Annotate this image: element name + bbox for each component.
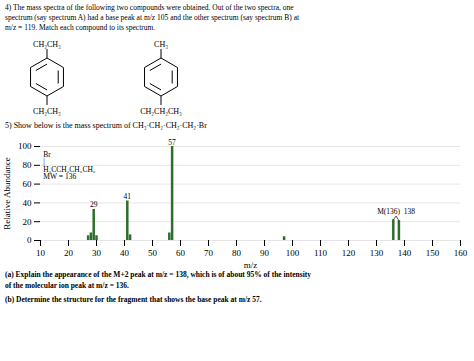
html-text:(a) Explain the appearance of: (a) Explain the appearance of the M+2 pe…: [5, 270, 311, 290]
svg-text:100: 100: [286, 248, 300, 258]
svg-text:CH₂CH₃: CH₂CH₃: [33, 107, 61, 116]
svg-text:40: 40: [120, 248, 130, 258]
svg-text:130: 130: [370, 248, 384, 258]
svg-text:40: 40: [23, 198, 33, 208]
svg-text:30: 30: [92, 248, 102, 258]
svg-text:80: 80: [232, 248, 242, 258]
svg-text:140: 140: [398, 248, 412, 258]
svg-text:CH₂CH₂CH₃: CH₂CH₂CH₃: [140, 107, 182, 116]
svg-text:M(136) 138: M(136) 138: [377, 207, 415, 216]
svg-text:160: 160: [454, 248, 468, 258]
svg-text:m/z: m/z: [244, 260, 258, 270]
svg-text:57: 57: [168, 138, 176, 147]
svg-text:0: 0: [27, 236, 32, 246]
svg-text:80: 80: [23, 161, 33, 171]
html-text:(b) Determine the structure fo: (b) Determine the structure for the frag…: [5, 294, 262, 304]
svg-text:20: 20: [23, 217, 33, 227]
svg-text:90: 90: [260, 248, 270, 258]
svg-text:50: 50: [148, 248, 158, 258]
svg-text:110: 110: [314, 248, 328, 258]
svg-text:60: 60: [23, 179, 33, 189]
svg-text:Relative Abundance: Relative Abundance: [2, 158, 12, 231]
svg-text:60: 60: [176, 248, 186, 258]
svg-text:150: 150: [426, 248, 440, 258]
svg-text:CH₂CH₃: CH₂CH₃: [33, 40, 61, 49]
svg-text:29: 29: [90, 201, 98, 210]
svg-text:100: 100: [18, 142, 32, 152]
svg-text:120: 120: [342, 248, 356, 258]
svg-text:CH₃: CH₃: [154, 40, 168, 49]
html-text:5) Show below is the mass spec: 5) Show below is the mass spectrum of CH…: [5, 121, 207, 131]
svg-text:Br|H₃CCH₂CH₂CH₂MW = 136: Br|H₃CCH₂CH₂CH₂MW = 136: [43, 150, 96, 182]
html-text:4) The mass spectra of the fol: 4) The mass spectra of the following two…: [5, 3, 300, 33]
svg-text:41: 41: [124, 192, 132, 201]
svg-text:70: 70: [204, 248, 214, 258]
svg-text:10: 10: [36, 248, 46, 258]
svg-text:20: 20: [64, 248, 74, 258]
